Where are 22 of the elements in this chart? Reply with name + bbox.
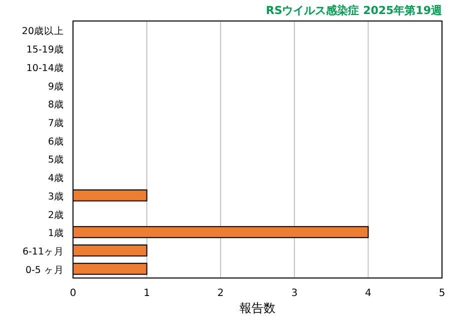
y-tick-label: 15-19歳 <box>26 44 64 56</box>
y-tick-label: 7歳 <box>48 116 64 129</box>
y-tick-label: 6-11ヶ月 <box>22 246 64 258</box>
y-tick-label: 5歳 <box>48 154 64 166</box>
y-tick-label: 20歳以上 <box>22 25 64 38</box>
x-tick-label: 3 <box>291 288 298 299</box>
x-axis-title: 報告数 <box>240 301 276 315</box>
y-tick-label: 0-5 ヶ月 <box>25 264 64 276</box>
x-tick-label: 2 <box>217 288 224 299</box>
x-tick-label: 0 <box>70 288 76 299</box>
y-tick-label: 1歳 <box>48 227 64 240</box>
x-tick-label: 4 <box>365 288 372 299</box>
y-tick-label: 9歳 <box>48 80 64 92</box>
y-tick-label: 6歳 <box>48 135 64 148</box>
y-tick-label: 10-14歳 <box>26 62 64 74</box>
y-tick-label: 8歳 <box>48 98 64 111</box>
x-tick-label: 5 <box>438 288 446 299</box>
chart-title: RSウイルス感染症 2025年第19週 <box>266 4 443 17</box>
y-tick-label: 2歳 <box>48 208 64 221</box>
y-tick-label: 3歳 <box>48 190 64 202</box>
y-tick-label: 4歳 <box>48 172 64 184</box>
x-tick-label: 1 <box>144 288 150 299</box>
